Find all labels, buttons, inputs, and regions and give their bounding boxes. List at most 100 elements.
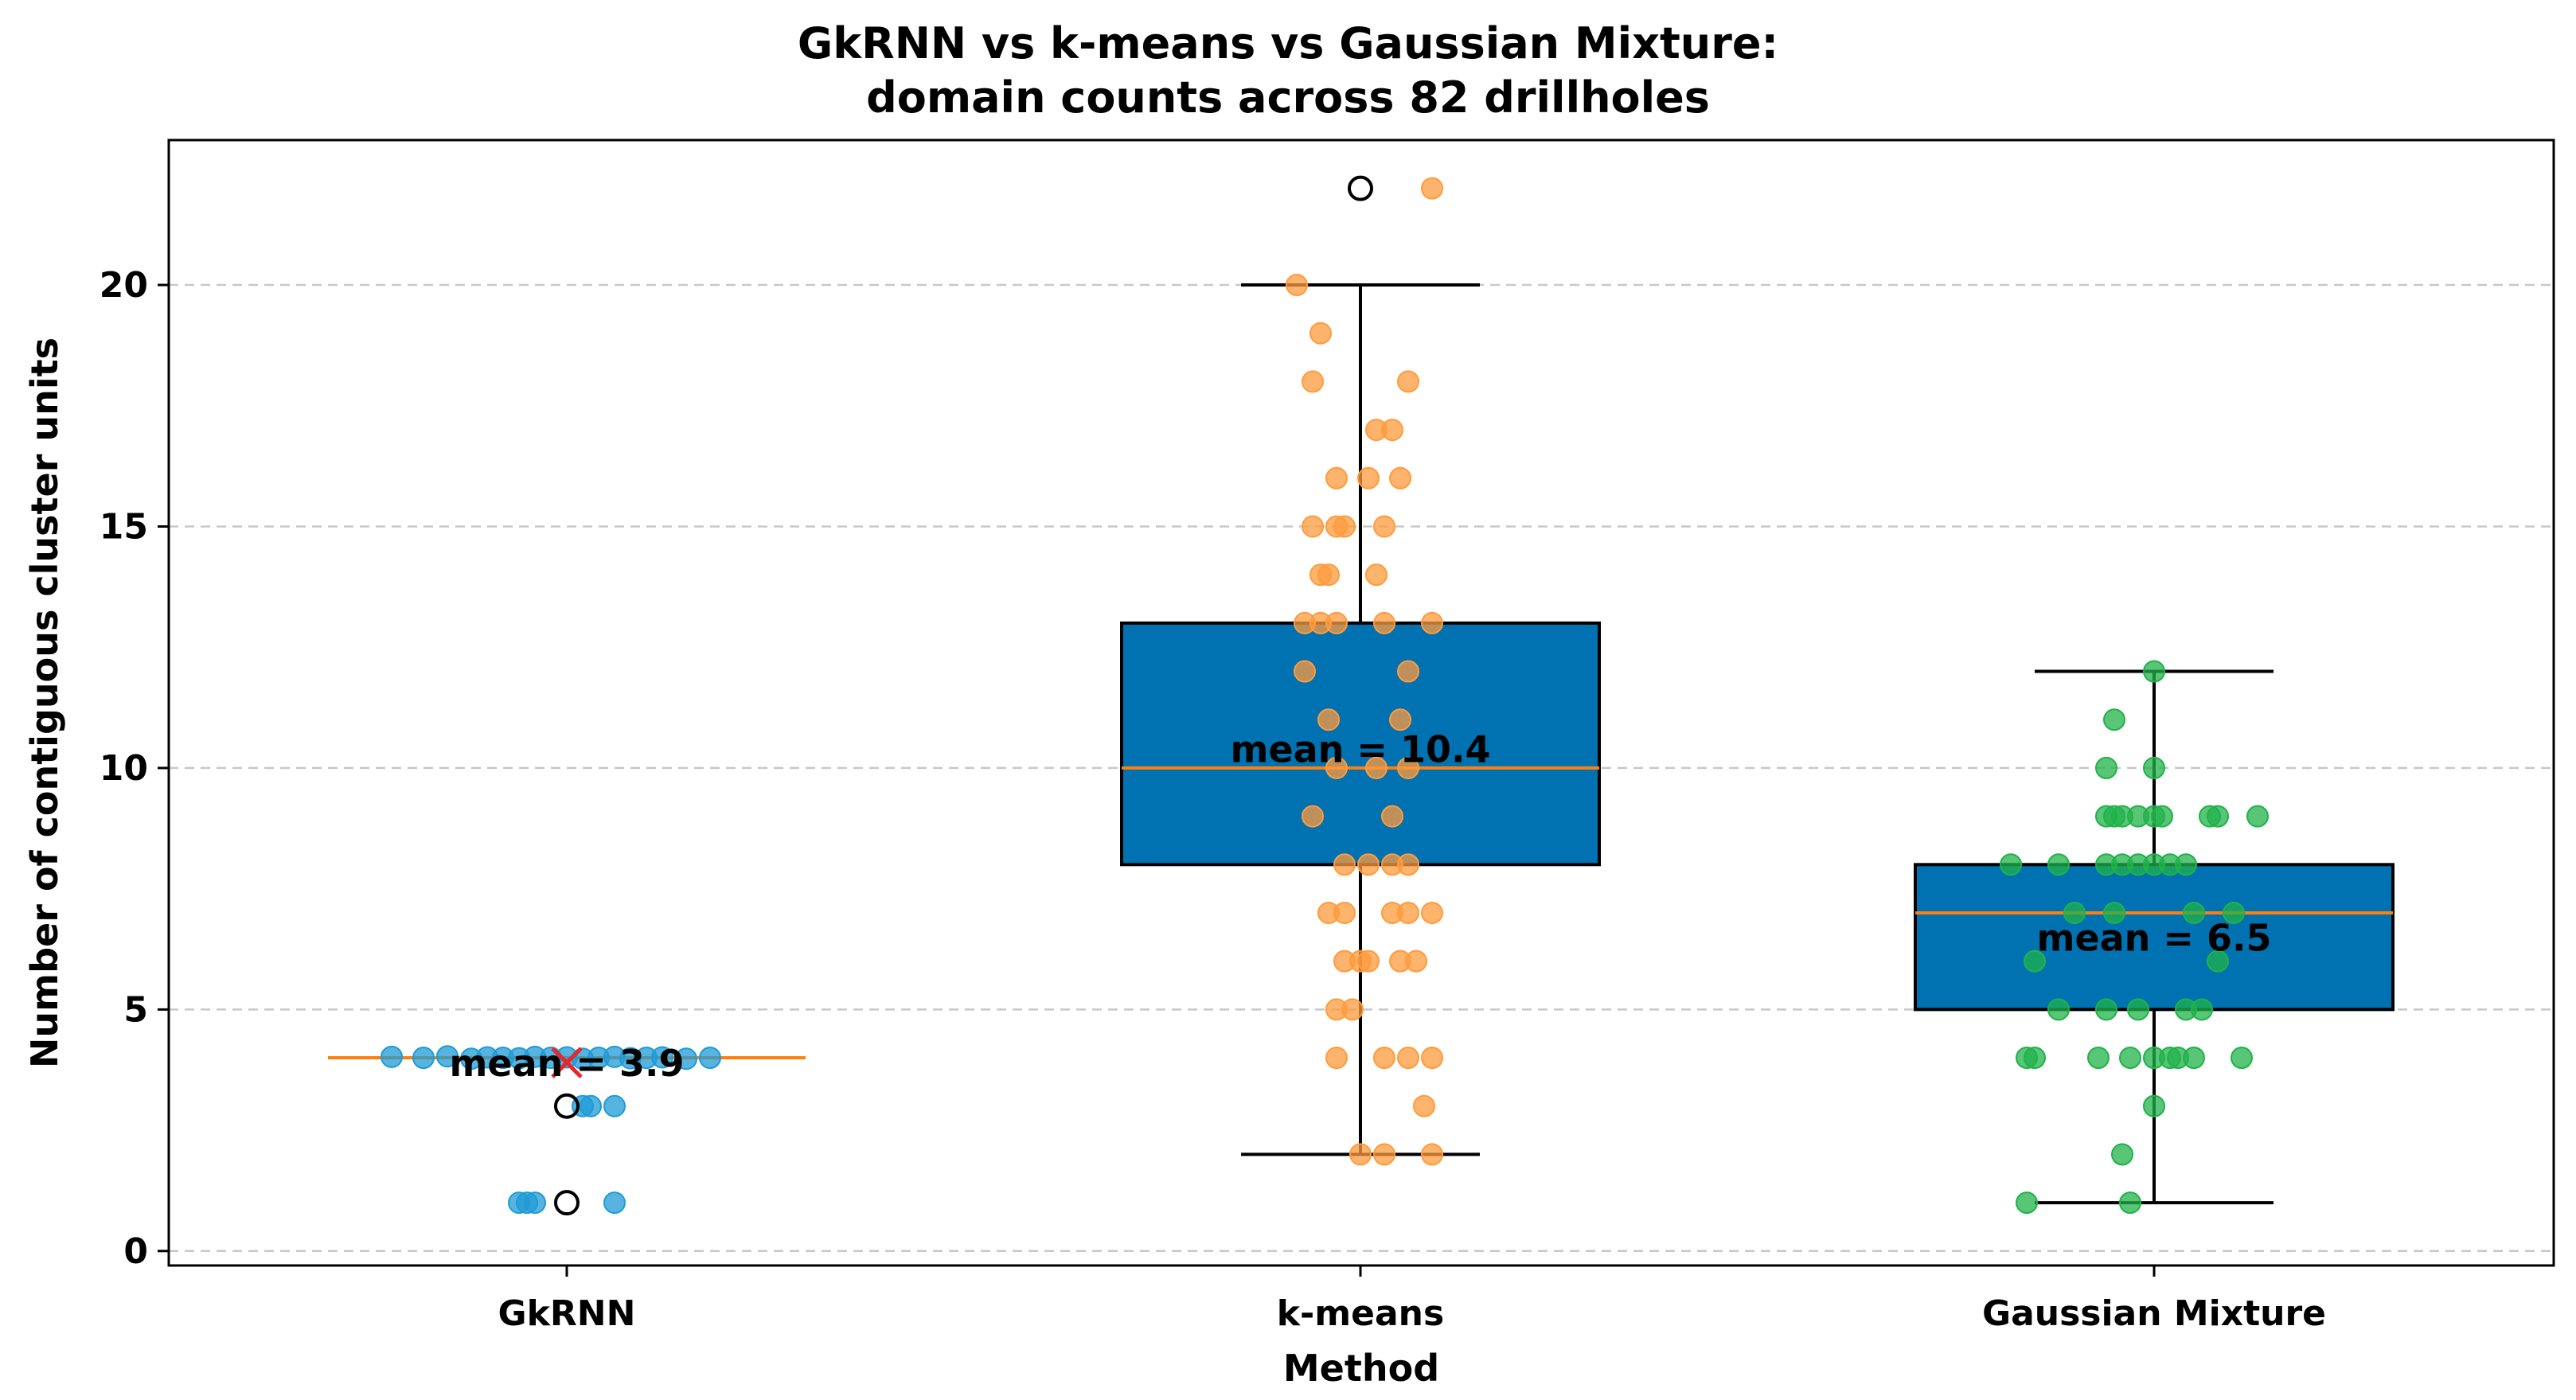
data-point (603, 1094, 626, 1117)
data-point (2143, 1094, 2165, 1117)
data-point (651, 1046, 673, 1069)
y-tick-label-20: 20 (100, 265, 148, 306)
x-tick-label-2: Gaussian Mixture (1982, 1293, 2326, 1334)
outlier-marker (554, 1190, 580, 1216)
x-axis-ticks: GkRNN k-means Gaussian Mixture (498, 1265, 2326, 1334)
outlier-marker (1348, 175, 1373, 201)
x-axis-label: Method (1283, 1347, 1439, 1390)
data-point (1317, 564, 1340, 587)
data-point (2191, 998, 2213, 1021)
data-point (2143, 756, 2165, 779)
data-point (2207, 950, 2229, 973)
data-point (2151, 805, 2173, 828)
data-point (2000, 853, 2022, 876)
data-point (1302, 805, 1324, 828)
data-point (1365, 756, 1388, 779)
data-point (1317, 708, 1340, 731)
data-point (1389, 466, 1411, 489)
data-point (1421, 1047, 1443, 1070)
data-point (1373, 515, 1395, 538)
data-point (1397, 370, 1419, 393)
data-point (1373, 611, 1395, 634)
data-point (2143, 660, 2165, 683)
data-point (1294, 660, 1316, 683)
outlier-marker (554, 1093, 580, 1119)
data-point (2024, 950, 2046, 973)
data-point (1421, 611, 1443, 634)
data-point (1302, 370, 1324, 393)
data-point (2183, 901, 2205, 924)
points-1 (1286, 175, 1443, 1166)
y-tick-label-15: 15 (100, 506, 148, 547)
chart-title-line-1: GkRNN vs k-means vs Gaussian Mixture: (798, 18, 1778, 68)
data-point (2103, 708, 2125, 731)
x-tick-label-1: k-means (1277, 1293, 1444, 1334)
data-point (2087, 1047, 2110, 1070)
mean-labels: mean = 3.9 mean = 10.4 mean = 6.5 (450, 728, 2272, 1085)
data-point (1325, 1047, 1348, 1070)
data-point (1341, 998, 1364, 1021)
mean-label-0: mean = 3.9 (450, 1042, 685, 1085)
data-point (1373, 1047, 1395, 1070)
data-point (2095, 998, 2117, 1021)
data-point (2231, 1047, 2253, 1070)
data-point (1365, 564, 1388, 587)
box-group-1 (1120, 283, 1601, 1156)
data-point (1357, 466, 1380, 489)
data-point (1325, 515, 1348, 538)
data-point (699, 1047, 721, 1070)
data-point (1381, 419, 1403, 442)
data-point (1397, 901, 1419, 924)
box-group-2 (1914, 669, 2395, 1205)
data-point (1397, 660, 1419, 683)
box-1 (1120, 621, 1601, 867)
data-point (2175, 853, 2197, 876)
data-point (1333, 901, 1356, 924)
data-point (1325, 611, 1348, 634)
chart-title-line-2: domain counts across 82 drillholes (866, 72, 1710, 123)
data-point (1389, 708, 1411, 731)
boxes (328, 283, 2395, 1205)
data-point (2246, 805, 2269, 828)
data-point (2183, 1047, 2205, 1070)
data-point (2047, 853, 2070, 876)
data-point (675, 1047, 697, 1070)
data-point (436, 1045, 459, 1068)
data-point (2223, 901, 2245, 924)
data-point (1333, 853, 1356, 876)
data-point (2095, 756, 2117, 779)
mean-label-2: mean = 6.5 (2037, 916, 2272, 959)
data-point (524, 1191, 546, 1215)
y-tick-label-10: 10 (100, 748, 148, 789)
data-point (1381, 805, 1403, 828)
data-point (1349, 1143, 1372, 1166)
data-point (1325, 466, 1348, 489)
data-point (603, 1191, 626, 1215)
y-tick-label-0: 0 (123, 1231, 148, 1272)
data-point (1325, 756, 1348, 779)
box-2 (1914, 863, 2395, 1012)
data-point (1397, 853, 1419, 876)
data-point (1405, 950, 1427, 973)
data-point (1373, 1143, 1395, 1166)
data-points (381, 175, 2269, 1216)
data-point (1357, 950, 1380, 973)
data-point (1302, 515, 1324, 538)
data-point (2063, 901, 2086, 924)
data-point (1413, 1094, 1435, 1117)
data-point (1397, 756, 1419, 779)
points-0 (381, 1045, 721, 1216)
data-point (2127, 998, 2149, 1021)
mean-label-1: mean = 10.4 (1231, 728, 1491, 771)
data-point (2119, 1047, 2141, 1070)
data-point (1286, 274, 1308, 297)
mean-marker-0 (551, 1047, 583, 1078)
data-point (2047, 998, 2070, 1021)
x-tick-label-0: GkRNN (498, 1293, 636, 1334)
data-point (1397, 1047, 1419, 1070)
data-point (2119, 1191, 2141, 1215)
data-point (2024, 1047, 2046, 1070)
data-point (1309, 322, 1332, 345)
